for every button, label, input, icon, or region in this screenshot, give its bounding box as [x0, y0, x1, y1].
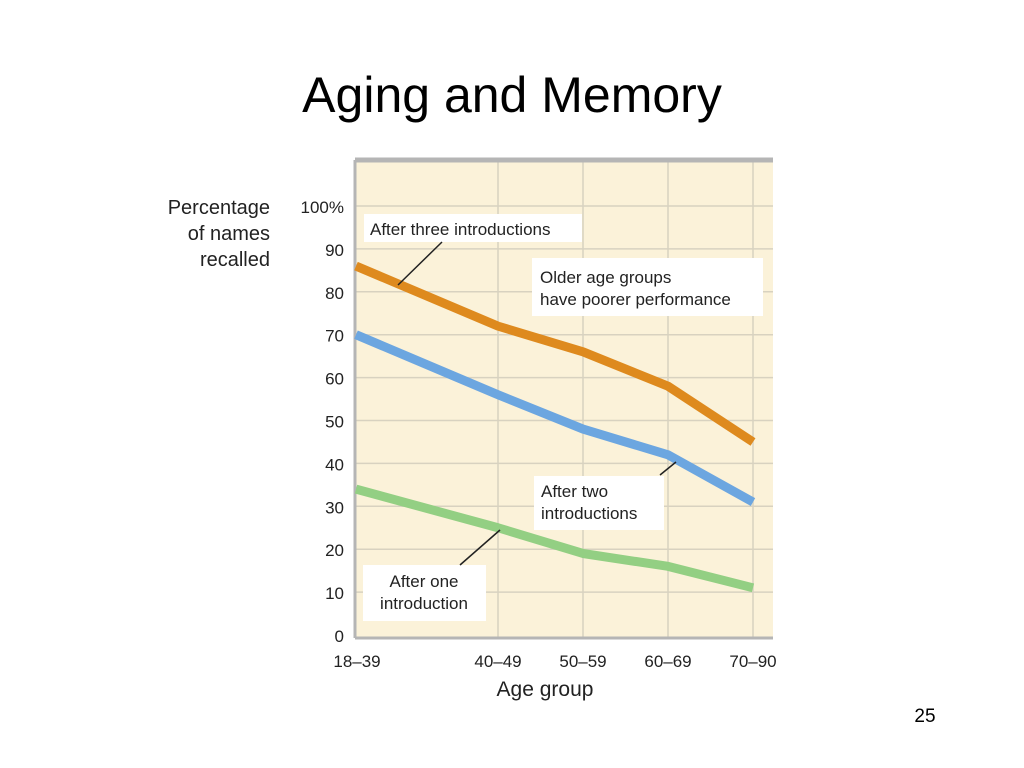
x-tick-label: 40–49	[474, 652, 521, 671]
y-axis-label-line: of names	[187, 223, 270, 245]
y-tick-label: 80	[325, 284, 344, 303]
leader-line	[397, 241, 443, 286]
series-label: introduction	[380, 594, 468, 613]
x-tick-label: 70–90	[729, 652, 776, 671]
leader-line	[459, 529, 501, 566]
y-tick-label: 90	[325, 241, 344, 260]
y-tick-label: 50	[325, 413, 344, 432]
x-tick-label: 60–69	[644, 652, 691, 671]
annotation-line: Older age groups	[540, 268, 671, 287]
y-axis-label-line: Percentage	[167, 197, 270, 219]
y-tick-label: 40	[325, 455, 344, 474]
annotation-line: have poorer performance	[540, 290, 731, 309]
y-axis-label-line: recalled	[199, 249, 270, 271]
series-label: After three introductions	[370, 220, 550, 239]
y-tick-label: 30	[325, 498, 344, 517]
y-tick-label: 100%	[301, 198, 344, 217]
y-tick-label: 70	[325, 327, 344, 346]
label-box	[534, 476, 664, 530]
label-box	[532, 258, 763, 316]
slide-number: 25	[914, 706, 936, 727]
y-tick-label: 10	[325, 584, 344, 603]
x-tick-label: 18–39	[333, 652, 380, 671]
x-tick-label: 50–59	[559, 652, 606, 671]
series-label: After one	[390, 572, 459, 591]
label-box	[364, 214, 582, 242]
y-tick-label: 0	[335, 627, 344, 646]
series-label: After two	[541, 482, 608, 501]
y-tick-label: 60	[325, 370, 344, 389]
slide-title: Aging and Memory	[302, 67, 722, 123]
leader-line	[659, 461, 677, 476]
y-tick-label: 20	[325, 541, 344, 560]
series-label: introductions	[541, 504, 637, 523]
label-box	[363, 565, 486, 621]
x-axis-label: Age group	[496, 678, 594, 701]
